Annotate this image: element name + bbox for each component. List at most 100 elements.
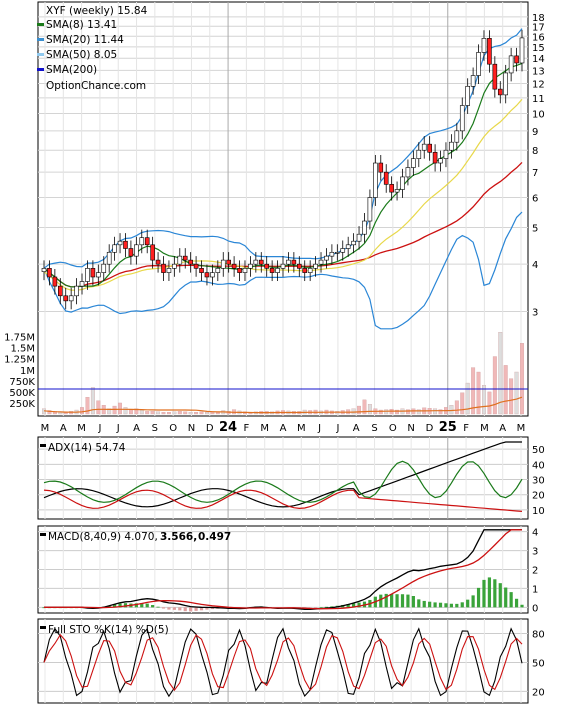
panel-tick-label: 3 (532, 547, 538, 558)
candle-body (237, 268, 242, 273)
candle-body (161, 263, 166, 273)
chart-title: XYF (weekly) 15.84 (46, 5, 148, 17)
candle-body (199, 268, 204, 273)
macd-histogram-bar (406, 594, 410, 608)
candle-body (503, 72, 509, 96)
candle-body (378, 162, 384, 173)
month-label: M (297, 423, 306, 434)
panel-tick-label: 50 (532, 658, 545, 669)
candle-body (367, 197, 373, 222)
candle-body (340, 248, 346, 253)
candle-body (253, 259, 259, 265)
volume-bar (139, 409, 144, 415)
macd-histogram-bar (438, 602, 443, 608)
candle-body (383, 171, 389, 185)
month-label: A (280, 423, 287, 434)
candle-body (101, 263, 107, 273)
candle-body (258, 259, 264, 265)
candle-body (193, 263, 199, 269)
candle-body (68, 295, 74, 302)
candle-body (296, 263, 302, 269)
month-label: M (77, 423, 86, 434)
candle-body (112, 244, 117, 253)
month-label: M (260, 423, 269, 434)
macd-histogram-bar (520, 604, 524, 608)
volume-tick-label: 750K (9, 377, 35, 388)
macd-histogram-bar (357, 602, 361, 608)
volume-bar (482, 385, 486, 415)
candle-body (226, 259, 231, 265)
macd-histogram-bar (395, 594, 399, 608)
candle-body (286, 259, 291, 265)
candle-body (318, 259, 324, 265)
legend-label: SMA(200) (46, 64, 97, 76)
month-label: N (188, 423, 195, 434)
macd-histogram-bar (352, 603, 356, 608)
candle-body (215, 268, 221, 273)
candle-body (74, 285, 79, 297)
macd-signal-value: 3.566, (160, 531, 197, 543)
macd-histogram-bar (422, 600, 426, 608)
price-tick-label: 9 (532, 127, 538, 138)
macd-histogram-bar (482, 579, 486, 608)
macd-histogram-bar (183, 607, 187, 612)
candle-body (264, 263, 270, 269)
candle-body (389, 184, 394, 193)
price-tick-label: 16 (532, 32, 545, 43)
macd-histogram-bar (390, 593, 394, 608)
month-label: D (426, 423, 434, 434)
candle-body (139, 237, 145, 246)
month-label: A (353, 423, 360, 434)
month-label: J (335, 423, 339, 434)
candle-body (280, 263, 286, 269)
candle-body (459, 105, 465, 132)
price-tick-label: 13 (532, 66, 545, 77)
volume-bar (433, 408, 438, 415)
volume-bar (107, 408, 112, 415)
candle-body (508, 55, 514, 74)
candle-body (394, 189, 400, 193)
macd-histogram-bar (509, 592, 513, 608)
adx-line (43, 441, 522, 508)
macd-histogram-bar (498, 583, 502, 608)
sto-title: Full STO %K(14) %D(5) (48, 624, 169, 636)
volume-bar (172, 411, 177, 415)
volume-bar (145, 411, 150, 415)
macd-histogram-bar (113, 604, 117, 608)
volume-bar (492, 356, 497, 415)
year-label: 25 (439, 420, 457, 435)
macd-histogram-bar (178, 607, 182, 611)
candle-body (210, 272, 215, 278)
volume-sma-line (43, 396, 523, 414)
macd-histogram-bar (205, 607, 209, 610)
candle-body (307, 268, 313, 273)
macd-histogram-bar (379, 594, 383, 608)
adx-panel: 50 40 30 20 10 ADX(14) 54.74 (37, 436, 545, 520)
adx-title: ADX(14) 54.74 (48, 442, 126, 454)
candle-body (150, 244, 155, 261)
candle-body (57, 285, 63, 297)
volume-bar (128, 409, 133, 415)
panel-tick-label: 20 (532, 687, 545, 698)
volume-bar (514, 371, 519, 415)
volume-bar (194, 412, 199, 415)
price-tick-label: 14 (532, 54, 545, 65)
month-label: S (371, 423, 377, 434)
panel-tick-label: 0 (532, 603, 538, 614)
candle-body (79, 281, 85, 287)
month-label: J (317, 423, 321, 434)
macd-title: MACD(8,40,9) 4.070, (48, 531, 158, 543)
panel-tick-label: 80 (532, 629, 545, 640)
candle-body (329, 251, 335, 257)
candles (41, 29, 525, 310)
volume-bar (161, 412, 166, 415)
volume-bar (150, 411, 155, 415)
candle-body (411, 158, 416, 168)
macd-histogram-bar (145, 603, 149, 608)
volume-bar (367, 404, 372, 415)
candle-body (52, 276, 58, 287)
candle-body (324, 255, 329, 261)
volume-bar (454, 400, 459, 415)
macd-histogram-bar (161, 607, 166, 609)
